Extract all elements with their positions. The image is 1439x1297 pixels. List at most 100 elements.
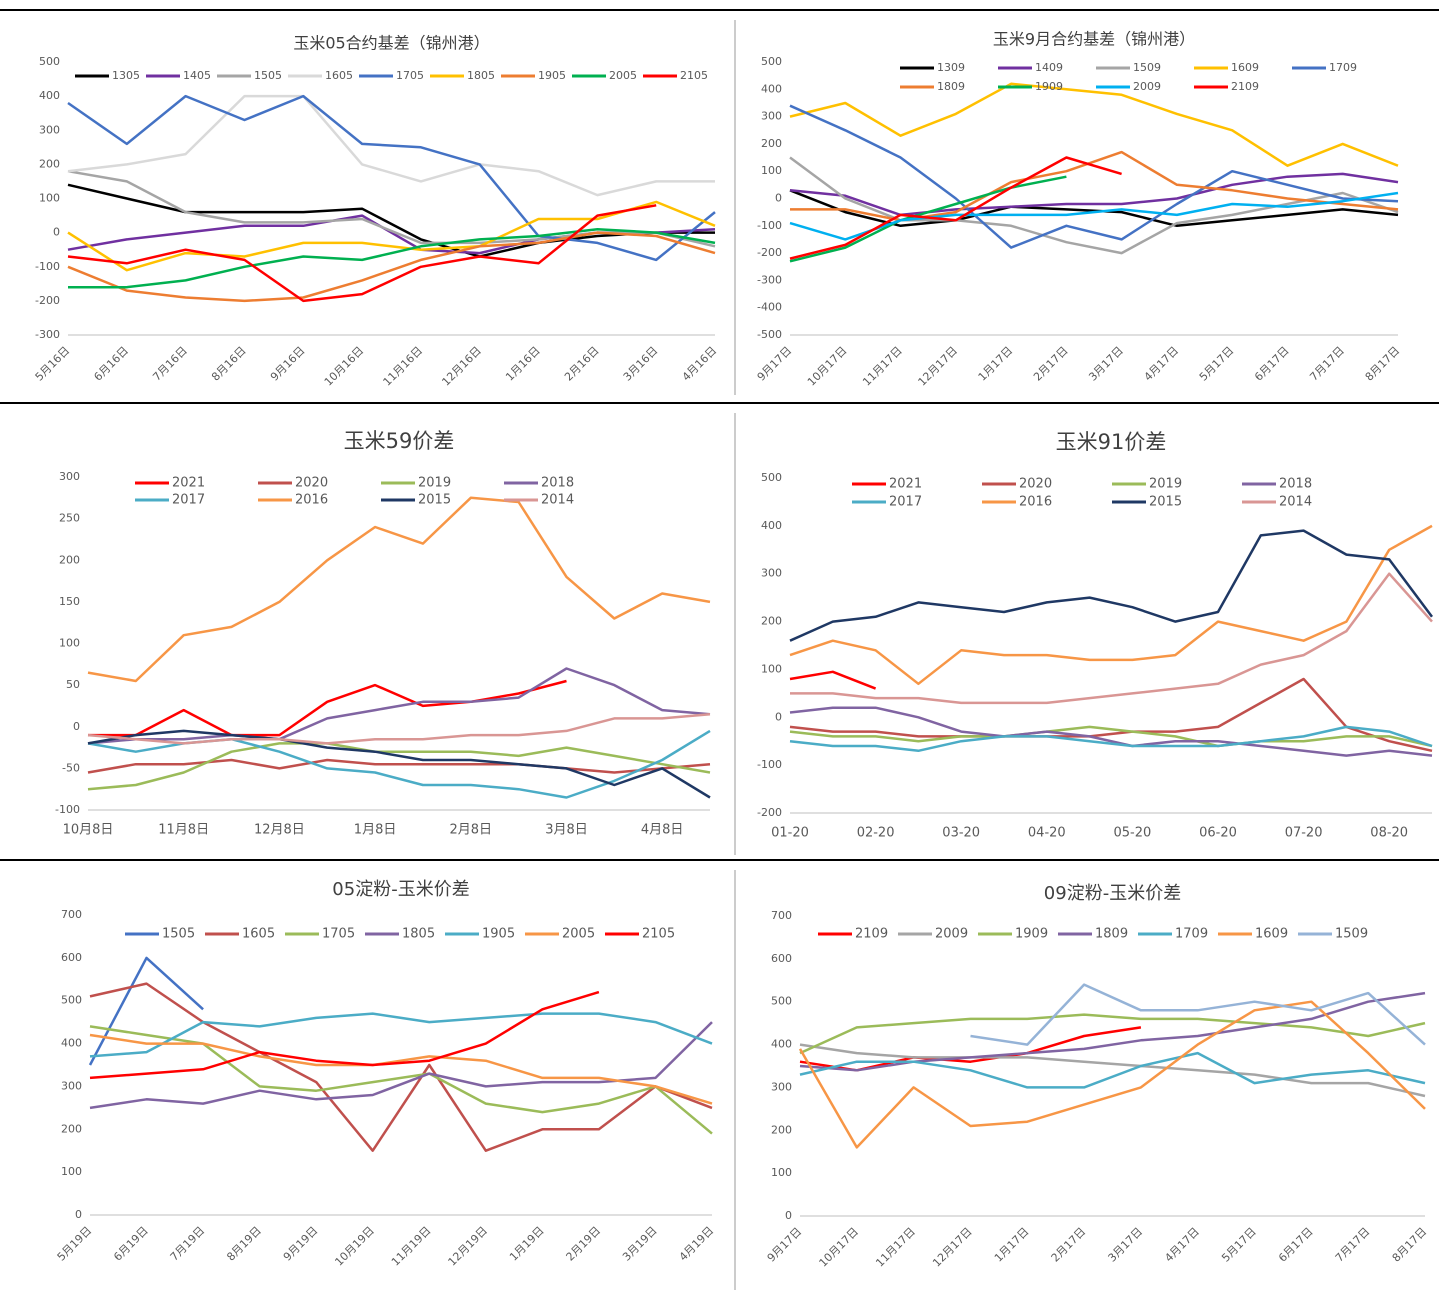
legend-label: 2017 (889, 495, 922, 510)
series-line (789, 706, 1433, 757)
y-tick-label: 0 (775, 192, 782, 205)
y-tick-label: -400 (757, 301, 782, 314)
x-tick-label: 12月8日 (254, 823, 305, 838)
x-tick-label: 8月17日 (1363, 344, 1403, 384)
legend-label: 1309 (937, 61, 965, 74)
series-line (799, 991, 1426, 1072)
y-tick-label: -200 (757, 806, 782, 819)
legend-label: 1409 (1035, 61, 1063, 74)
legend-label: 1809 (1095, 927, 1128, 942)
series-line (88, 679, 567, 737)
series-line (799, 1013, 1426, 1055)
chart-title: 玉米9月合约基差（锦州港） (993, 30, 1195, 49)
legend-label: 1809 (937, 80, 965, 93)
x-tick-label: 02-20 (857, 826, 895, 841)
x-tick-label: 08-20 (1370, 826, 1408, 841)
y-tick-label: 500 (61, 994, 82, 1007)
x-tick-label: 10月8日 (63, 823, 114, 838)
y-tick-label: 100 (761, 164, 782, 177)
legend-label: 2109 (855, 927, 888, 942)
y-tick-label: -500 (757, 328, 782, 341)
legend-label: 1705 (396, 69, 424, 82)
legend-label: 1609 (1255, 927, 1288, 942)
legend-label: 2009 (1133, 80, 1161, 93)
series-line (89, 982, 713, 1152)
y-tick-label: 50 (66, 678, 80, 691)
x-tick-label: 3月17日 (1086, 344, 1126, 384)
x-tick-label: 8月17日 (1390, 1225, 1430, 1265)
y-tick-label: -100 (757, 219, 782, 232)
y-tick-label: 600 (61, 951, 82, 964)
series-line (67, 94, 716, 262)
legend-label: 2018 (1279, 477, 1312, 492)
x-tick-label: 10月16日 (322, 344, 367, 389)
y-tick-label: 400 (761, 519, 782, 532)
x-tick-label: 04-20 (1028, 826, 1066, 841)
y-tick-label: -200 (35, 294, 60, 307)
x-tick-label: 11月17日 (873, 1225, 918, 1270)
series-line (67, 204, 657, 303)
x-tick-label: 6月16日 (91, 344, 131, 384)
series-line (799, 1043, 1426, 1098)
legend-label: 2021 (889, 477, 922, 492)
x-tick-label: 5月17日 (1197, 344, 1237, 384)
y-tick-label: 0 (775, 710, 782, 723)
x-tick-label: 2月17日 (1031, 344, 1071, 384)
series-line (87, 667, 711, 745)
legend-label: 1605 (325, 69, 353, 82)
x-tick-label: 9月16日 (268, 344, 308, 384)
legend-label: 1605 (242, 927, 275, 942)
legend-label: 2014 (1279, 495, 1312, 510)
y-tick-label: 500 (761, 55, 782, 68)
y-tick-label: 700 (771, 909, 792, 922)
x-tick-label: 2月17日 (1049, 1225, 1089, 1265)
x-tick-label: 1月17日 (992, 1225, 1032, 1265)
legend-label: 2005 (609, 69, 637, 82)
series-line (67, 94, 715, 197)
legend-label: 2019 (418, 476, 451, 491)
x-tick-label: 5月17日 (1219, 1225, 1259, 1265)
y-tick-label: 200 (39, 157, 60, 170)
y-tick-label: 300 (61, 1079, 82, 1092)
series-line (67, 231, 716, 303)
y-tick-label: 250 (59, 512, 80, 525)
legend-label: 2016 (1019, 495, 1052, 510)
y-tick-label: 200 (761, 615, 782, 628)
legend-label: 2016 (295, 493, 328, 508)
series-line (89, 1025, 713, 1135)
y-tick-label: 100 (59, 637, 80, 650)
x-tick-label: 11月8日 (158, 823, 209, 838)
x-tick-label: 3月19日 (620, 1224, 660, 1264)
y-tick-label: -200 (757, 246, 782, 259)
series-line (789, 104, 1399, 249)
x-tick-label: 4月16日 (680, 344, 720, 384)
x-tick-label: 6月17日 (1276, 1225, 1316, 1265)
x-tick-label: 2月16日 (562, 344, 602, 384)
x-tick-label: 2月8日 (449, 823, 492, 838)
legend-label: 1405 (183, 69, 211, 82)
x-tick-label: 12月19日 (446, 1224, 491, 1269)
x-tick-label: 1月17日 (976, 344, 1016, 384)
series-line (87, 496, 711, 683)
x-tick-label: 4月19日 (677, 1224, 717, 1264)
series-line (789, 725, 1433, 748)
x-tick-label: 9月19日 (281, 1224, 321, 1264)
legend-label: 1505 (162, 927, 195, 942)
chart-title: 玉米91价差 (1056, 430, 1167, 454)
y-tick-label: 700 (61, 908, 82, 921)
y-tick-label: 400 (39, 89, 60, 102)
y-tick-label: 150 (59, 595, 80, 608)
x-tick-label: 9月17日 (755, 344, 795, 384)
x-tick-label: 3月16日 (621, 344, 661, 384)
x-tick-label: 1月8日 (354, 823, 397, 838)
x-tick-label: 3月8日 (545, 823, 588, 838)
x-tick-label: 3月17日 (1106, 1225, 1146, 1265)
series-line (789, 191, 1399, 241)
legend-label: 1709 (1329, 61, 1357, 74)
chart-title: 玉米05合约基差（锦州港） (293, 34, 489, 53)
legend-label: 1905 (538, 69, 566, 82)
y-tick-label: 400 (61, 1037, 82, 1050)
series-line (798, 1000, 1426, 1149)
x-tick-label: 7月19日 (168, 1224, 208, 1264)
series-line (789, 677, 1433, 753)
